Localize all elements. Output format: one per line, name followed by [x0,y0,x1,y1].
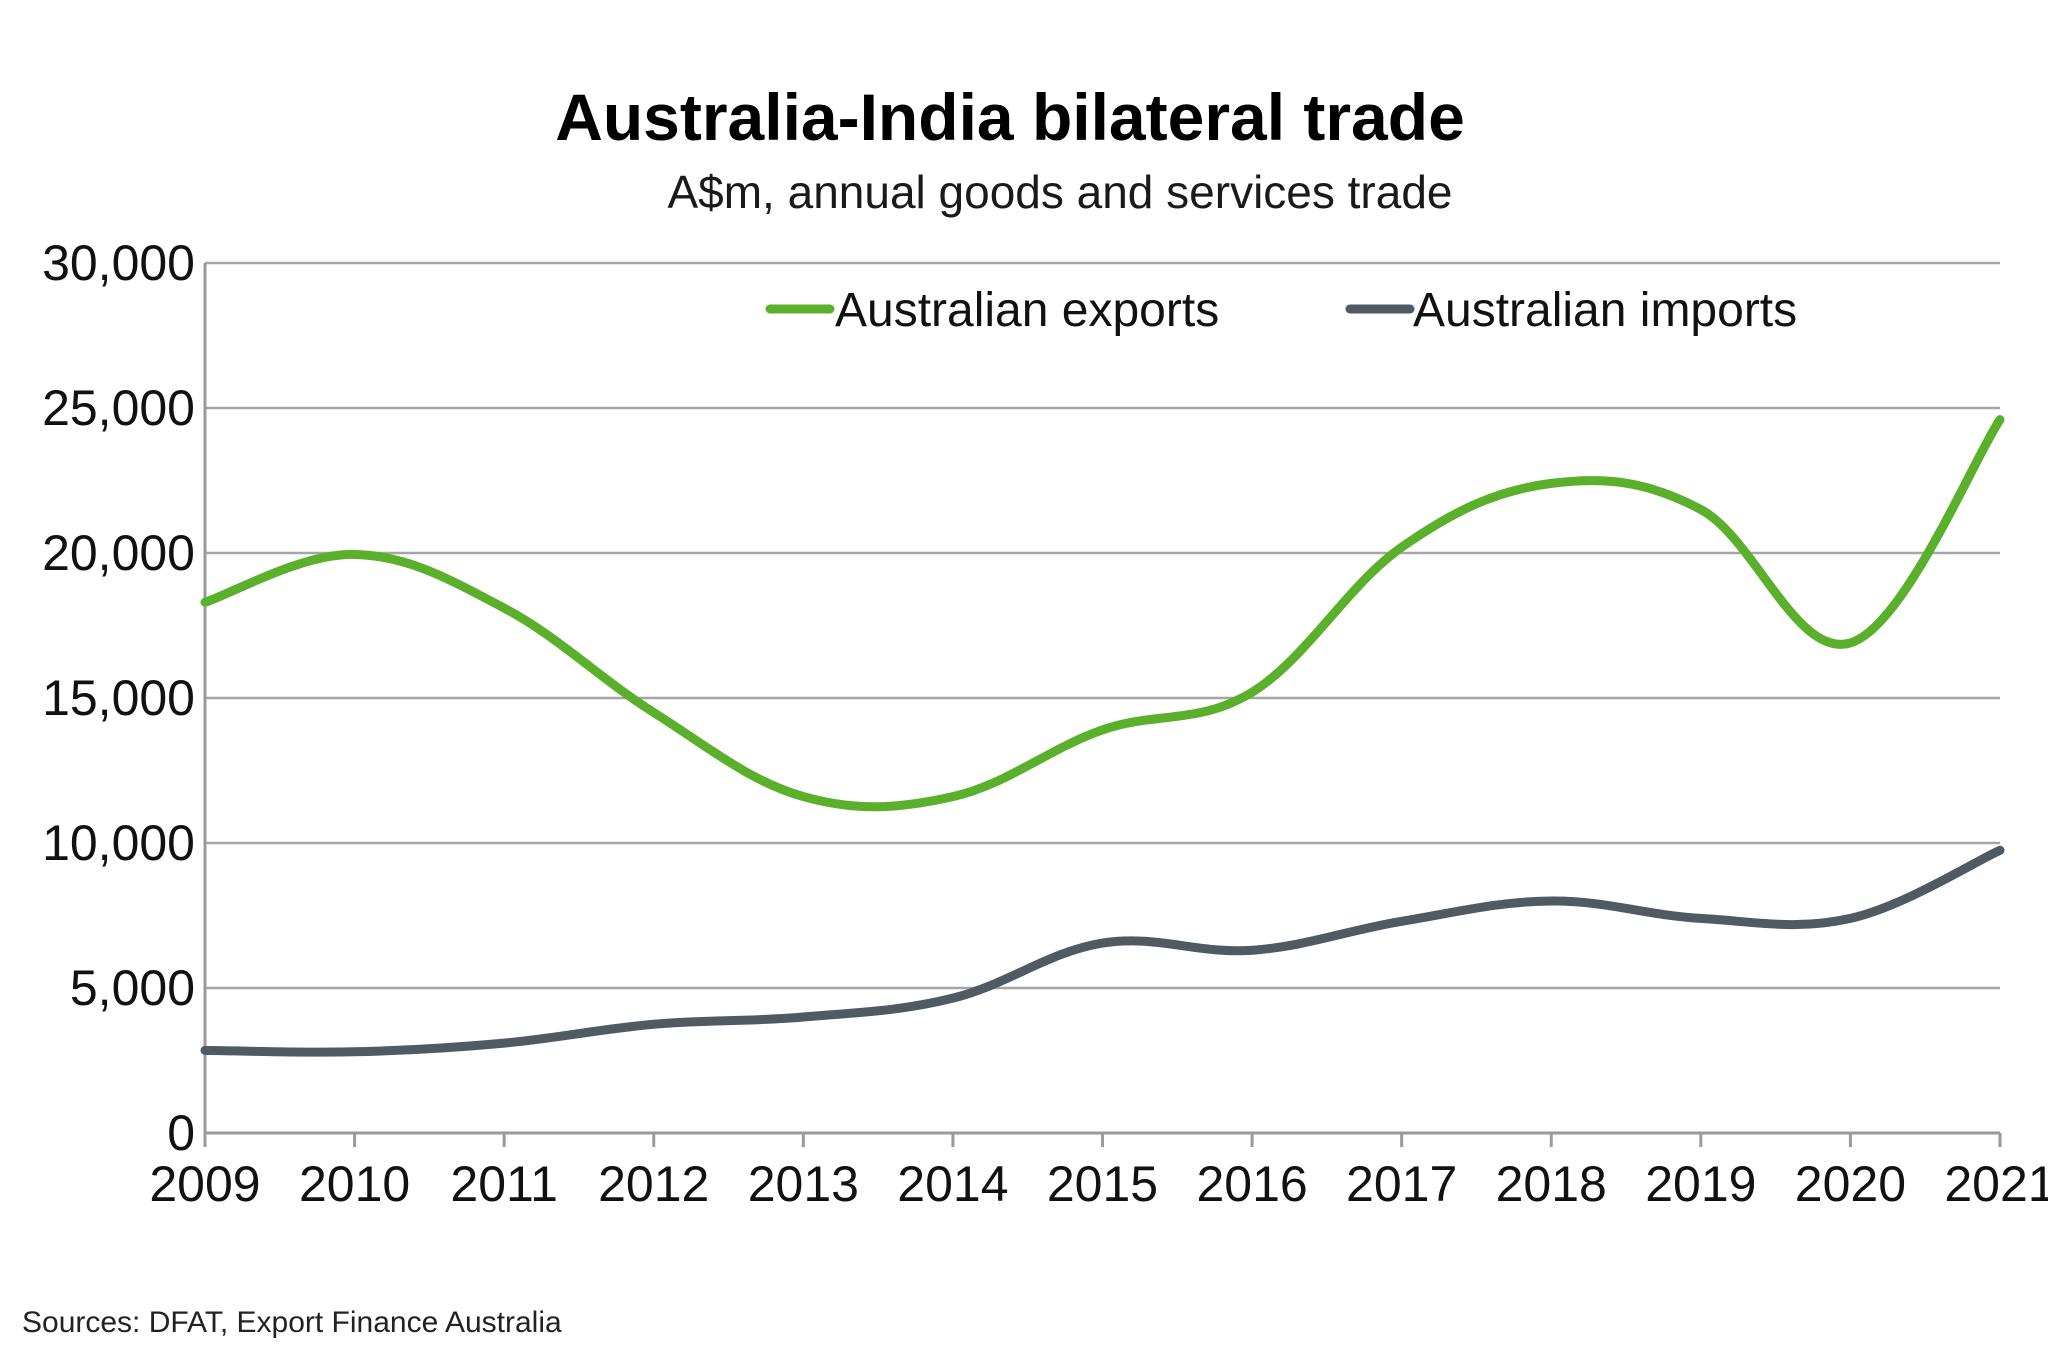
legend-label: Australian imports [1413,284,1797,337]
y-tick-label: 20,000 [42,525,195,581]
axes: 0 5,000 10,000 15,000 20,000 25,000 30,000 2009… [42,235,2048,1212]
series-exports-line [200,415,2005,812]
y-tick-label: 0 [167,1105,195,1161]
x-tick-label: 2015 [1047,1156,1158,1212]
legend-label: Australian exports [835,284,1219,337]
x-tick-label: 2020 [1795,1156,1906,1212]
x-tick-label: 2012 [598,1156,709,1212]
x-tick-label: 2013 [748,1156,859,1212]
y-tick-label: 30,000 [42,235,195,291]
gridlines [205,261,2000,990]
x-tick-label: 2014 [897,1156,1008,1212]
x-tick-label: 2010 [299,1156,410,1212]
x-tick-label: 2021 [1944,1156,2048,1212]
y-tick-label: 15,000 [42,670,195,726]
source-note: Sources: DFAT, Export Finance Australia [22,1306,562,1339]
x-tick-label: 2011 [450,1156,558,1212]
y-tick-label: 25,000 [42,380,195,436]
x-tick-label: 2017 [1346,1156,1457,1212]
chart-subtitle: A$m, annual goods and services trade [667,166,1452,218]
x-tick-label: 2009 [149,1156,260,1212]
chart-title: Australia-India bilateral trade [555,80,1465,154]
series-lines [200,415,2005,1057]
legend: Australian exports Australian imports [765,284,1797,337]
x-tick-label: 2018 [1496,1156,1607,1212]
x-tick-label: 2016 [1196,1156,1307,1212]
x-tick-label: 2019 [1645,1156,1756,1212]
series-imports-line [200,845,2005,1057]
y-tick-label: 5,000 [70,960,195,1016]
y-tick-label: 10,000 [42,815,195,871]
